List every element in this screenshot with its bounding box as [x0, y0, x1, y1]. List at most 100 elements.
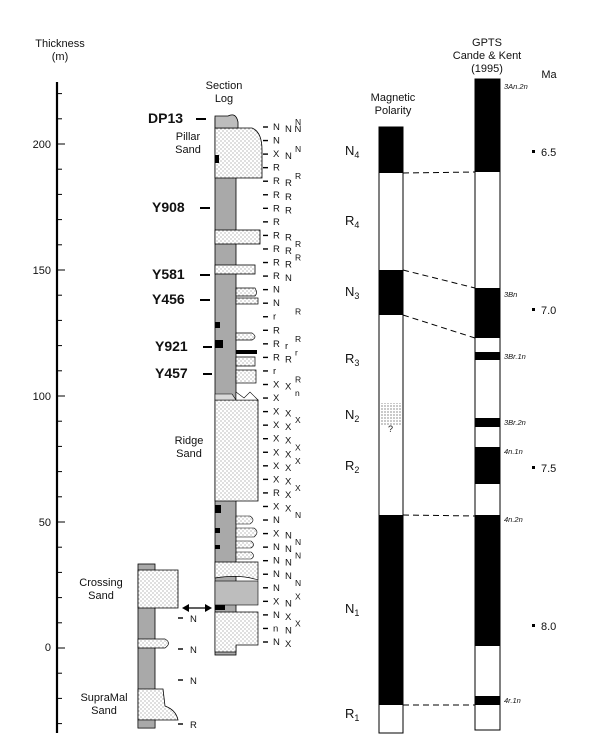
site-polarity-row: R RR [263, 253, 301, 271]
age-tick-7-5 [532, 466, 535, 469]
section-log-column [214, 114, 263, 656]
log-black-band-1 [236, 350, 257, 354]
zone-label-r3: R3 [345, 351, 359, 368]
magnetic-polarity-title-line2: Polarity [375, 105, 412, 117]
site-polarity-row: n NX [263, 618, 301, 636]
site-polarity-symbol: n [273, 623, 278, 634]
site-polarity-row: R Rr [263, 347, 298, 365]
tie-line-n3-base [402, 314, 476, 339]
site-polarity-row: R [263, 163, 280, 174]
site-polarity-symbol: R [273, 488, 280, 499]
age-axis: Ma 6.5 7.0 7.5 8.0 [532, 69, 558, 633]
site-polarity-row: R RR [263, 171, 301, 189]
site-label-y581: Y581 [152, 266, 185, 282]
polarity-zone-n2-uncertain [380, 403, 402, 425]
site-polarity-secondary: N [285, 273, 292, 284]
age-axis-title: Ma [541, 69, 557, 81]
site-polarity-secondary: N [285, 544, 292, 555]
site-polarity-secondary: X [285, 422, 292, 433]
site-polarity-superscript: R [295, 307, 301, 317]
crossing-polarity-row: N [178, 645, 197, 656]
site-polarity-secondary: N N [285, 124, 302, 135]
site-polarity-symbol: X [273, 447, 280, 458]
ridge-crosshatch [235, 391, 259, 401]
crossing-polarity-row: R [178, 720, 197, 731]
site-polarity-secondary: X [285, 409, 292, 420]
gpts-chron-3br1n [475, 352, 500, 360]
site-label-y456: Y456 [152, 291, 185, 307]
magnetic-polarity-column: Magnetic Polarity ? [371, 92, 416, 734]
zone-label-n2: N2 [345, 407, 359, 424]
site-polarity-symbol: R [273, 339, 280, 350]
chron-label-3bn: 3Bn [504, 290, 517, 299]
thickness-tick-label-150: 150 [33, 265, 51, 277]
gpts-chron-4n1n [475, 447, 500, 484]
log-lower-lens-1 [235, 515, 254, 525]
site-polarity-superscript: N [295, 510, 301, 520]
site-polarity-row: N NN [263, 551, 301, 569]
site-polarity-row: R [263, 217, 280, 228]
site-polarity-secondary: R [285, 260, 292, 271]
age-tick-label-7-0: 7.0 [541, 305, 556, 317]
ridge-sand-label-line1: Ridge [175, 435, 204, 447]
site-polarity-superscript: N [295, 537, 301, 547]
site-polarity-row: X XX [263, 415, 301, 433]
log-black-band-2 [215, 605, 225, 610]
ridge-sand-cap [214, 393, 237, 401]
site-label-y908: Y908 [152, 199, 185, 215]
site-polarity-symbol: R [273, 325, 280, 336]
site-polarity-superscript: R [295, 239, 301, 249]
crossing-section-column [137, 563, 179, 729]
site-polarity-symbol: X [273, 420, 280, 431]
correlation-arrow [182, 604, 212, 612]
zone-label-n4: N4 [345, 143, 359, 160]
zone-label-r4: R4 [345, 213, 359, 230]
gpts-chron-labels: 3An.2n 3Bn 3Br.1n 3Br.2n 4n.1n 4n.2n 4r.… [504, 82, 528, 705]
chron-label-4r1n: 4r.1n [504, 696, 521, 705]
ridge-sand-label-line2: Sand [176, 448, 202, 460]
log-lower-lens-3 [235, 540, 254, 549]
site-polarity-superscript: r [295, 347, 298, 357]
chron-label-3an2n: 3An.2n [504, 82, 528, 91]
site-polarity-row: N NN [263, 537, 301, 555]
site-polarity-symbol: N [273, 542, 280, 553]
log-marker-6 [215, 545, 220, 549]
site-label-y921: Y921 [155, 338, 188, 354]
site-polarity-symbol: X [273, 434, 280, 445]
site-polarity-superscript: R [295, 171, 301, 181]
zone-label-r1: R1 [345, 706, 359, 723]
zone-label-r2: R2 [345, 458, 359, 475]
gpts-chron-3bn [475, 288, 500, 338]
site-polarity-secondary: R [285, 354, 292, 365]
crossing-base-cap [137, 719, 156, 729]
site-polarity-row: R RR [263, 239, 301, 257]
site-polarity-superscript: N [295, 551, 301, 561]
site-polarity-symbol: N [273, 515, 280, 526]
chron-label-3br1n: 3Br.1n [504, 352, 526, 361]
crossing-sand-lens [137, 638, 169, 649]
log-marker-2 [215, 322, 220, 328]
gpts-chron-4n2n [475, 515, 500, 646]
site-polarity-symbol: X [273, 407, 280, 418]
site-polarity-symbol: R [273, 163, 280, 174]
site-polarity-superscript: R [295, 253, 301, 263]
gpts-chron-4r1n [475, 696, 500, 705]
site-polarity-row: r [263, 366, 276, 377]
site-polarity-symbol: N [273, 569, 280, 580]
log-lower-lens-4 [235, 551, 254, 560]
age-tick-8-0 [532, 624, 535, 627]
site-polarity-symbol: R [273, 217, 280, 228]
site-polarity-symbol: r [273, 312, 276, 323]
correlation-tie-lines [402, 171, 476, 706]
